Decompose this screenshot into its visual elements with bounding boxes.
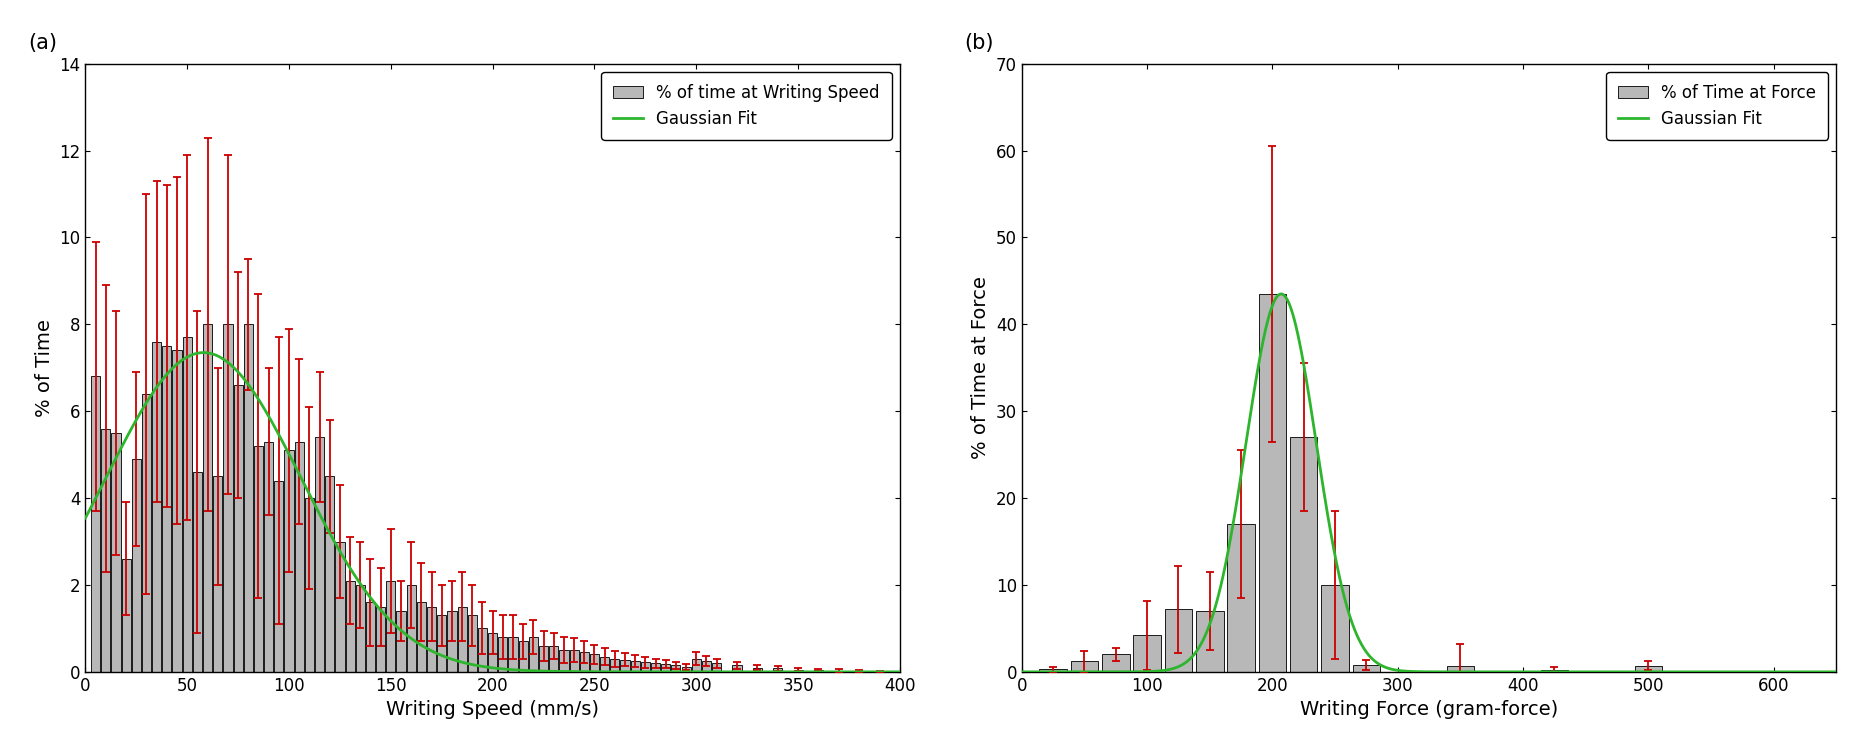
Bar (243, 324, 253, 672)
Bar (254, 446, 264, 672)
Bar (1259, 294, 1285, 672)
Bar (1038, 670, 1066, 672)
Bar (152, 342, 161, 672)
Bar (234, 385, 243, 672)
Bar (163, 346, 172, 672)
Bar (550, 645, 558, 672)
Bar (488, 633, 498, 672)
Bar (92, 376, 101, 672)
Bar (1070, 661, 1098, 672)
Bar (376, 607, 385, 672)
Bar (1134, 636, 1160, 672)
Bar (223, 324, 232, 672)
Bar (580, 652, 589, 672)
Bar (101, 428, 110, 672)
Text: (b): (b) (965, 33, 994, 54)
Bar (468, 615, 477, 672)
Bar (529, 637, 539, 672)
Bar (193, 472, 202, 672)
Text: (a): (a) (28, 33, 58, 54)
Y-axis label: % of Time: % of Time (36, 319, 54, 417)
Bar (447, 611, 457, 672)
Bar (651, 664, 660, 672)
Legend: % of time at Writing Speed, Gaussian Fit: % of time at Writing Speed, Gaussian Fit (601, 72, 892, 139)
Bar (601, 657, 610, 672)
X-axis label: Writing Force (gram-force): Writing Force (gram-force) (1300, 700, 1559, 719)
Legend: % of Time at Force, Gaussian Fit: % of Time at Force, Gaussian Fit (1607, 72, 1828, 139)
Bar (1164, 609, 1192, 672)
Bar (122, 559, 131, 672)
X-axis label: Writing Speed (mm/s): Writing Speed (mm/s) (385, 700, 599, 719)
Bar (681, 667, 690, 672)
Bar (631, 661, 640, 672)
Bar (1289, 437, 1317, 672)
Bar (213, 477, 223, 672)
Bar (518, 642, 528, 672)
Bar (1321, 585, 1349, 672)
Bar (1227, 524, 1255, 672)
Bar (131, 459, 140, 672)
Bar (346, 581, 355, 672)
Bar (335, 541, 344, 672)
Bar (417, 602, 427, 672)
Bar (458, 607, 466, 672)
Bar (621, 660, 629, 672)
Bar (509, 637, 518, 672)
Bar (660, 664, 670, 672)
Bar (498, 637, 507, 672)
Bar (1446, 666, 1474, 672)
Bar (172, 351, 181, 672)
Bar (477, 628, 486, 672)
Bar (713, 664, 720, 672)
Bar (314, 437, 324, 672)
Bar (589, 654, 599, 672)
Bar (397, 611, 406, 672)
Bar (264, 442, 273, 672)
Bar (112, 433, 120, 672)
Bar (1196, 611, 1224, 672)
Bar (183, 337, 193, 672)
Bar (1102, 654, 1130, 672)
Bar (305, 498, 314, 672)
Bar (1353, 665, 1381, 672)
Bar (142, 394, 152, 672)
Bar (367, 602, 374, 672)
Bar (752, 667, 761, 672)
Bar (294, 442, 303, 672)
Bar (773, 668, 782, 672)
Bar (672, 665, 681, 672)
Bar (610, 659, 619, 672)
Bar (814, 670, 823, 672)
Bar (326, 477, 335, 672)
Bar (355, 585, 365, 672)
Bar (702, 661, 711, 672)
Y-axis label: % of Time at Force: % of Time at Force (971, 277, 990, 459)
Bar (559, 650, 569, 672)
Bar (1540, 670, 1568, 672)
Bar (732, 665, 741, 672)
Bar (834, 670, 844, 672)
Bar (275, 481, 283, 672)
Bar (406, 585, 415, 672)
Bar (438, 615, 447, 672)
Bar (569, 650, 578, 672)
Bar (284, 450, 294, 672)
Bar (539, 645, 548, 672)
Bar (692, 659, 702, 672)
Bar (202, 324, 211, 672)
Bar (1635, 666, 1661, 672)
Bar (793, 670, 803, 672)
Bar (385, 581, 395, 672)
Bar (855, 671, 864, 672)
Bar (640, 662, 649, 672)
Bar (427, 607, 436, 672)
